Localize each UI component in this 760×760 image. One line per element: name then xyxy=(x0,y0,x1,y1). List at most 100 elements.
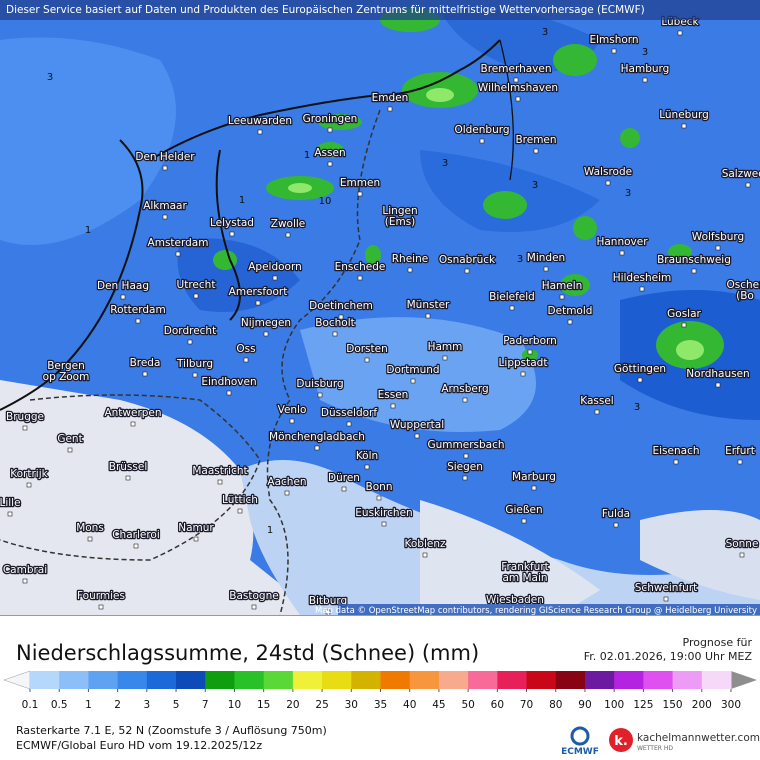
city-dot xyxy=(255,300,261,306)
city-dot xyxy=(272,275,278,281)
city-label: Nijmegen xyxy=(241,317,291,329)
city-label: op Zoom xyxy=(43,371,90,383)
city-label: Sonne xyxy=(726,538,759,550)
city-label: Wuppertal xyxy=(390,419,444,431)
color-step xyxy=(672,671,703,689)
city-dot xyxy=(22,425,28,431)
color-step xyxy=(351,671,381,689)
city-label: Hamburg xyxy=(621,63,670,75)
city-dot xyxy=(120,294,126,300)
city-label: Dortmund xyxy=(386,364,439,376)
city-dot xyxy=(357,191,363,197)
city-dot xyxy=(619,250,625,256)
city-label: Hildesheim xyxy=(613,272,672,284)
city-label: Bocholt xyxy=(315,317,355,329)
city-dot xyxy=(133,543,139,549)
city-label: Charleroi xyxy=(112,529,160,541)
ecmwf-logo: ECMWF xyxy=(561,726,599,757)
city-dot xyxy=(642,77,648,83)
city-dot xyxy=(605,180,611,186)
city-dot xyxy=(390,403,396,409)
city-label: Groningen xyxy=(303,113,358,125)
brand-sub: WETTER HD xyxy=(637,745,673,752)
city-dot xyxy=(397,219,403,225)
city-label: Braunschweig xyxy=(657,254,731,266)
city-dot xyxy=(515,96,521,102)
city-label: Düsseldorf xyxy=(321,407,377,419)
city-dot xyxy=(285,232,291,238)
level-label: 1 xyxy=(85,699,92,711)
city-dot xyxy=(381,521,387,527)
city-dot xyxy=(284,490,290,496)
city-label: Lüneburg xyxy=(659,109,709,121)
city-dot xyxy=(226,390,232,396)
city-dot xyxy=(521,518,527,524)
city-label: Hannover xyxy=(596,236,648,248)
city-label: Düren xyxy=(328,472,360,484)
forecast-time: Fr. 02.01.2026, 19:00 Uhr MEZ xyxy=(584,650,753,663)
color-step xyxy=(409,671,440,689)
color-step xyxy=(555,671,586,689)
city-label: Dordrecht xyxy=(164,325,216,337)
city-label: Oscher xyxy=(727,279,760,291)
city-label: Zwolle xyxy=(271,218,306,230)
level-label: 45 xyxy=(432,699,445,711)
city-label: Detmold xyxy=(548,305,593,317)
level-label: 80 xyxy=(549,699,562,711)
city-dot xyxy=(739,552,745,558)
color-step xyxy=(59,671,89,689)
contour-label: 3 xyxy=(625,188,631,199)
level-label: 7 xyxy=(202,699,209,711)
level-label: 300 xyxy=(721,699,741,711)
city-label: Wolfsburg xyxy=(692,231,744,243)
city-dot xyxy=(67,447,73,453)
notice: Dieser Service basiert auf Daten und Pro… xyxy=(6,4,645,16)
level-label: 90 xyxy=(578,699,591,711)
city-label: Nordhausen xyxy=(686,368,749,380)
attribution: Map data © OpenStreetMap contributors, r… xyxy=(315,606,757,616)
city-dot xyxy=(125,475,131,481)
brand: kachelmannwetter.com xyxy=(637,732,760,744)
color-step xyxy=(614,671,644,689)
contour-labels: 3 3 3 3 1 1 10 3 3 1 3 3 1 xyxy=(47,27,648,536)
contour-label: 3 xyxy=(532,180,538,191)
level-label: 50 xyxy=(461,699,474,711)
city-label: Dorsten xyxy=(346,343,388,355)
city-label: Aachen xyxy=(267,476,306,488)
city-label: Lingen xyxy=(382,205,417,217)
level-label: 10 xyxy=(228,699,241,711)
city-label: Hameln xyxy=(542,280,583,292)
city-label: Kassel xyxy=(580,395,613,407)
city-dot xyxy=(681,322,687,328)
color-step xyxy=(263,671,294,689)
city-dot xyxy=(63,374,69,380)
city-label: Oldenburg xyxy=(454,124,509,136)
city-dot xyxy=(567,319,573,325)
city-dot xyxy=(520,371,526,377)
snow-heavy xyxy=(213,8,724,369)
city-label: Amsterdam xyxy=(148,237,209,249)
city-label: Elmshorn xyxy=(589,34,638,46)
color-step xyxy=(117,671,148,689)
city-label: Bremerhaven xyxy=(481,63,552,75)
city-label: Amersfoort xyxy=(229,286,288,298)
city-label: Rotterdam xyxy=(110,304,165,316)
level-label: 25 xyxy=(315,699,328,711)
city-dot xyxy=(237,508,243,514)
city-label: am Main xyxy=(502,572,547,584)
city-label: Paderborn xyxy=(503,335,557,347)
city-label: Doetinchem xyxy=(309,300,373,312)
city-dot xyxy=(663,596,669,602)
city-dot xyxy=(533,148,539,154)
city-dot xyxy=(142,371,148,377)
city-dot xyxy=(346,421,352,427)
city-label: (Ems) xyxy=(385,216,416,228)
contour-label: 3 xyxy=(634,402,640,413)
color-step xyxy=(701,671,732,689)
city-dot xyxy=(357,275,363,281)
city-dot xyxy=(135,318,141,324)
city-label: Utrecht xyxy=(177,279,216,291)
city-dot xyxy=(387,106,393,112)
city-label: Rheine xyxy=(392,253,428,265)
city-label: Salzwedel xyxy=(722,168,760,180)
